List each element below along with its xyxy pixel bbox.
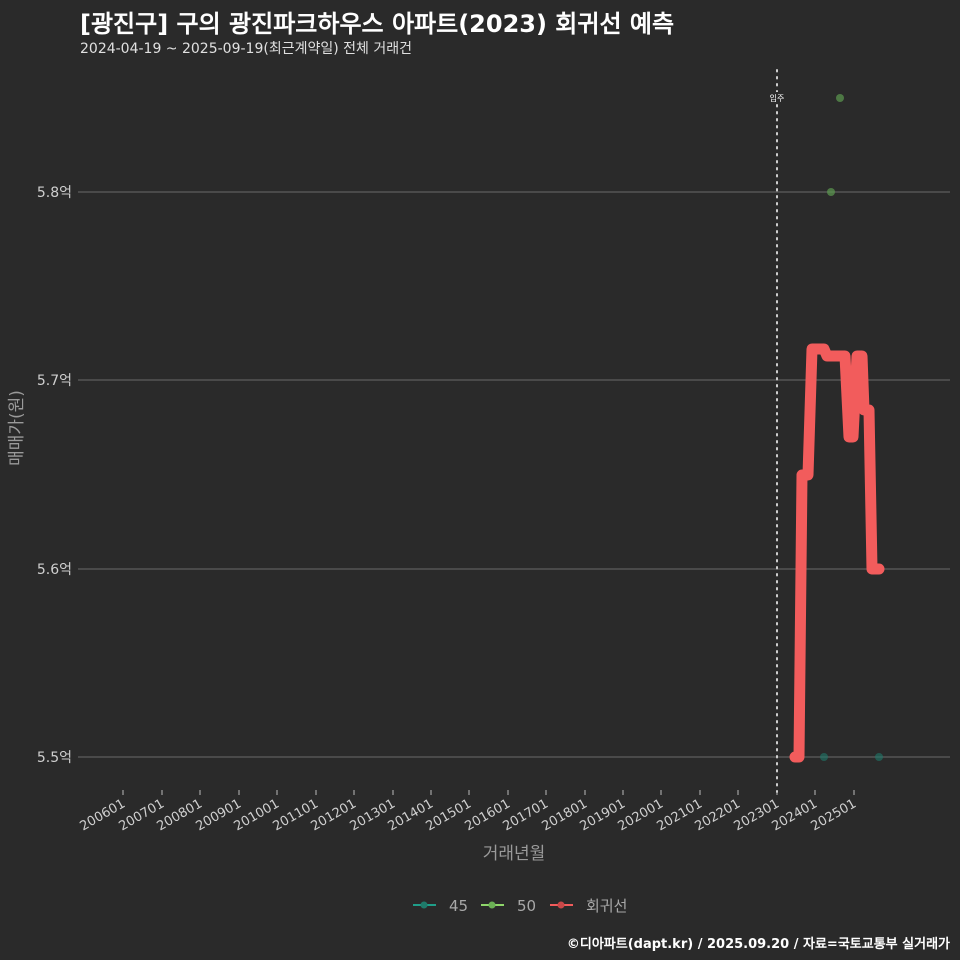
legend: 45 50 회귀선 — [413, 897, 627, 915]
y-axis-title: 매매가(원) — [7, 390, 27, 466]
legend-label: 50 — [517, 897, 536, 915]
legend-marker-icon — [420, 901, 428, 909]
legend-marker-icon — [557, 901, 565, 909]
data-point — [875, 753, 883, 761]
y-tick-label: 5.7억 — [37, 373, 72, 389]
x-tick-label: 202501 — [809, 796, 859, 834]
x-axis-ticks — [122, 790, 855, 795]
data-point — [820, 753, 828, 761]
y-axis: 5.8억 5.7억 5.6억 5.5억 — [37, 185, 72, 766]
y-gridlines — [78, 191, 950, 758]
legend-label: 회귀선 — [586, 897, 627, 915]
legend-marker-icon — [488, 901, 496, 909]
chart-subtitle: 2024-04-19 ~ 2025-09-19(최근계약일) 전체 거래건 — [80, 41, 412, 57]
move-in-label-bg — [768, 92, 786, 104]
series-45-points — [820, 753, 883, 761]
legend-label: 45 — [449, 897, 468, 915]
source-credit: ©디아파트(dapt.kr) / 2025.09.20 / 자료=국토교통부 실… — [566, 937, 950, 952]
x-axis-title: 거래년월 — [483, 844, 546, 864]
y-tick-label: 5.8억 — [37, 185, 72, 201]
series-50-points — [827, 94, 844, 196]
legend-item-50: 50 — [481, 897, 536, 915]
regression-line — [789, 343, 885, 763]
data-point — [827, 188, 835, 196]
chart-title: [광진구] 구의 광진파크하우스 아파트(2023) 회귀선 예측 — [80, 10, 675, 38]
data-point — [836, 94, 844, 102]
move-in-label: 입주 — [770, 94, 785, 103]
legend-item-45: 45 — [413, 897, 468, 915]
legend-item-regression: 회귀선 — [550, 897, 627, 915]
y-tick-label: 5.6억 — [37, 562, 72, 578]
y-tick-label: 5.5억 — [37, 750, 72, 766]
x-axis-labels: 200601 200701 200801 200901 201001 20110… — [78, 796, 859, 834]
